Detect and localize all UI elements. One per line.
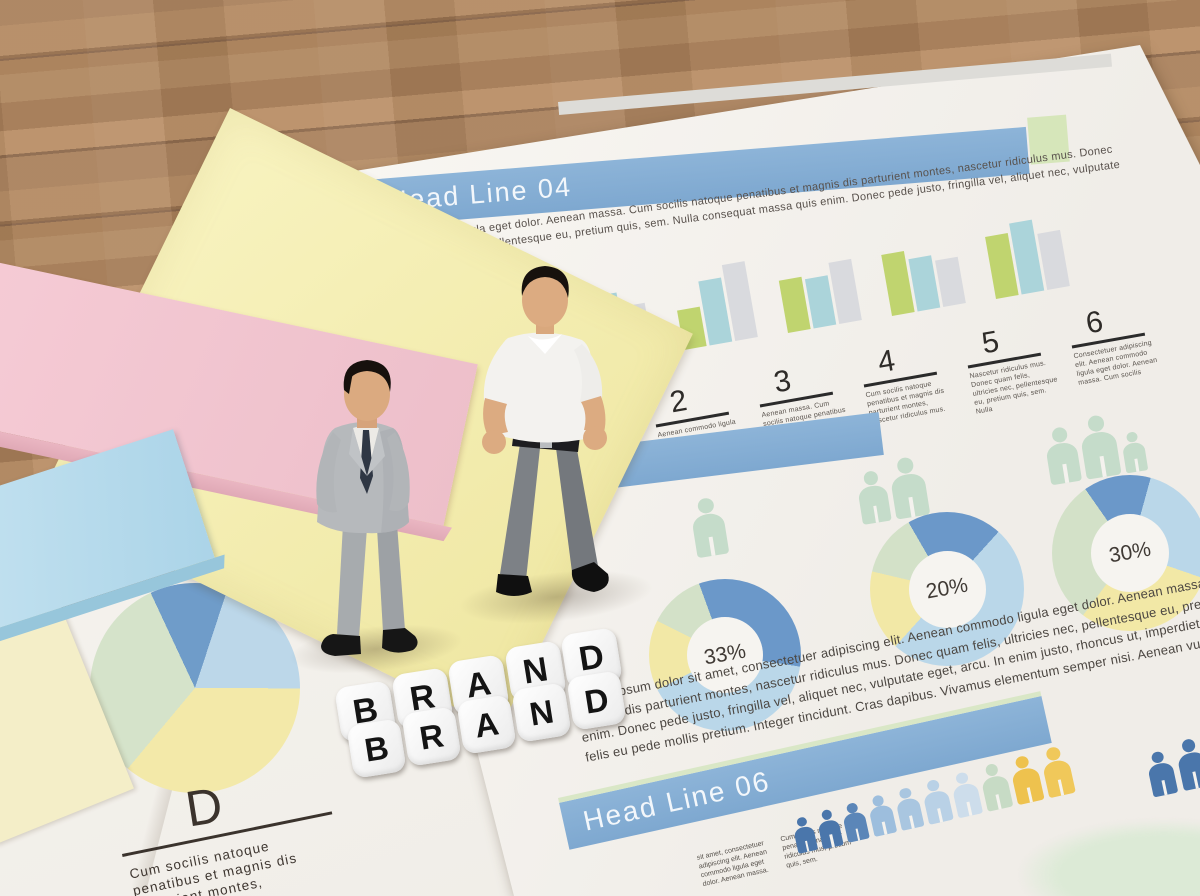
person-body: [1041, 757, 1077, 799]
person-body: [691, 511, 730, 559]
person-head: [1045, 746, 1062, 762]
person-head: [1050, 426, 1068, 444]
person-icon: [866, 793, 897, 838]
person-icon: [1145, 749, 1178, 798]
donut-percent-label: 33%: [702, 639, 748, 670]
person-body: [1176, 750, 1200, 792]
caption-column: sit amet, consectetuer adipiscing elit. A…: [696, 839, 772, 889]
figurine-businessman-gray-suit: [316, 360, 418, 656]
letter-die: R: [401, 706, 462, 767]
person-icon: [920, 778, 954, 826]
person-body: [890, 471, 930, 520]
person-icon: [949, 770, 983, 819]
person-body: [1080, 430, 1122, 480]
letter-die: D: [566, 670, 627, 731]
person-head: [796, 815, 808, 828]
person-icon: [978, 761, 1014, 813]
person-body: [1010, 766, 1045, 806]
person-icon: [1078, 413, 1122, 480]
person-body: [1045, 440, 1083, 486]
person-head: [697, 497, 715, 515]
person-head: [862, 470, 879, 486]
person-body: [868, 804, 897, 838]
bar-cluster: [774, 241, 862, 333]
person-body: [1122, 441, 1149, 474]
person-body: [1147, 761, 1178, 798]
bar-cluster: [982, 207, 1070, 299]
letter-die: B: [346, 718, 407, 779]
numbered-item: 5 Nascetur ridiculus mus. Donec quam feli…: [962, 317, 1067, 417]
person-icon: [840, 800, 870, 844]
person-icon: [1008, 753, 1045, 806]
headline06-title: Head Line 06: [580, 765, 774, 837]
person-body: [895, 796, 925, 832]
person-head: [1180, 737, 1197, 754]
pie-chart: [90, 583, 300, 793]
person-body: [951, 781, 983, 819]
figurine-businessman-white-shirt: [482, 266, 609, 596]
person-icon: [893, 785, 925, 832]
letter-die: N: [511, 682, 572, 743]
donut-chart: 20%: [870, 512, 1024, 666]
donut-chart: 30%: [1052, 475, 1200, 631]
donut-percent-label: 30%: [1107, 537, 1153, 568]
person-icon: [815, 808, 844, 849]
person-icon: [1039, 744, 1077, 799]
bar-cluster: [878, 224, 966, 316]
person-body: [857, 483, 892, 525]
numbered-item: 6 Consectetuer adipiscing elit. Aenean co…: [1066, 297, 1170, 388]
person-body: [817, 817, 844, 849]
donut-chart: 33%: [649, 579, 801, 731]
person-body: [793, 824, 819, 855]
person-head: [1126, 431, 1139, 444]
person-head: [820, 808, 833, 821]
person-icon-pair: [1143, 736, 1200, 798]
person-body: [980, 774, 1014, 813]
map-shape: [1020, 820, 1200, 896]
person-body: [922, 789, 954, 826]
letter-die: A: [456, 694, 517, 755]
person-icon: [1173, 736, 1200, 792]
person-head: [1086, 414, 1106, 433]
donut-percent-label: 20%: [924, 573, 970, 604]
person-head: [896, 456, 915, 475]
person-body: [842, 811, 870, 844]
person-icon-group: [854, 455, 930, 525]
